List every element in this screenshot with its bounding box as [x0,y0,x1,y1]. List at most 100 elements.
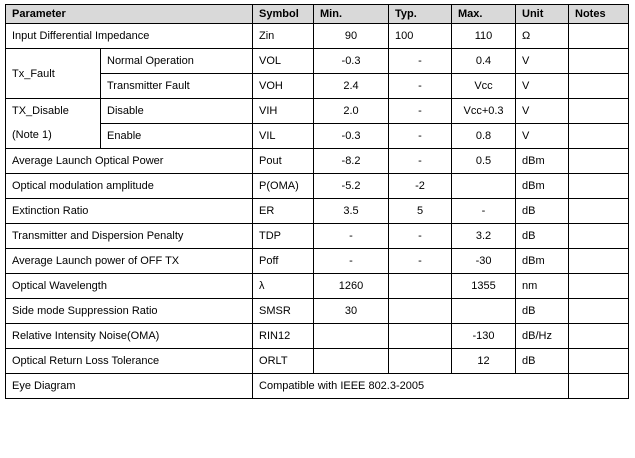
cell-min: 90 [313,23,390,49]
header-notes: Notes [568,4,630,24]
cell-unit: dB [515,223,570,249]
cell-notes [568,248,630,274]
cell-max: 3.2 [451,223,517,249]
cell-typ: -2 [388,173,453,199]
cell-max: 110 [451,23,517,49]
cell-unit: dB [515,348,570,374]
cell-symbol: ER [252,198,315,224]
cell-notes [568,323,630,349]
cell-notes [568,173,630,199]
cell-group-tx-disable: TX_Disable (Note 1) [5,98,101,149]
cell-unit: nm [515,273,570,299]
cell-typ [388,273,453,299]
cell-unit: V [515,73,570,99]
cell-symbol: Poff [252,248,315,274]
cell-notes [568,273,630,299]
table-row: Average Launch Optical Power Pout -8.2 -… [4,148,630,174]
cell-max [451,298,517,324]
cell-parameter: Extinction Ratio [4,198,254,224]
header-symbol: Symbol [252,4,315,24]
cell-typ: - [388,148,453,174]
cell-max: 12 [451,348,517,374]
cell-symbol: Zin [252,23,315,49]
cell-min: 2.4 [313,73,390,99]
table-row: Side mode Suppression Ratio SMSR 30 dB [4,298,630,324]
cell-unit: V [515,98,570,124]
cell-notes [568,373,630,399]
header-min: Min. [313,4,390,24]
cell-min: - [313,223,390,249]
header-parameter: Parameter [4,4,254,24]
cell-condition: Enable [99,123,254,149]
cell-notes [568,23,630,49]
cell-max: 0.5 [451,148,517,174]
cell-parameter: Average Launch Optical Power [4,148,254,174]
cell-unit: V [515,48,570,74]
cell-max: - [451,198,517,224]
cell-parameter: Optical Return Loss Tolerance [4,348,254,374]
cell-typ: - [388,98,453,124]
cell-max: -30 [451,248,517,274]
cell-min [313,348,390,374]
cell-notes [568,98,630,124]
table-row: Average Launch power of OFF TX Poff - - … [4,248,630,274]
cell-group-tx-fault: Tx_Fault [5,48,101,99]
cell-unit: dBm [515,148,570,174]
spec-table: Parameter Symbol Min. Typ. Max. Unit Not… [4,4,630,399]
cell-typ [388,348,453,374]
cell-condition: Normal Operation [99,48,254,74]
table-row: Optical modulation amplitude P(OMA) -5.2… [4,173,630,199]
header-max: Max. [451,4,517,24]
cell-parameter: Input Differential Impedance [4,23,254,49]
cell-min: -5.2 [313,173,390,199]
cell-typ: - [388,223,453,249]
cell-notes [568,348,630,374]
cell-typ: 5 [388,198,453,224]
cell-condition: Transmitter Fault [99,73,254,99]
cell-unit: dB [515,198,570,224]
cell-typ: - [388,123,453,149]
cell-min: -0.3 [313,48,390,74]
cell-min: 2.0 [313,98,390,124]
cell-symbol: P(OMA) [252,173,315,199]
cell-notes [568,48,630,74]
cell-symbol: VOL [252,48,315,74]
table-row: Tx_Fault Normal Operation VOL -0.3 - 0.4… [5,48,630,99]
cell-typ: - [388,73,453,99]
header-row: Parameter Symbol Min. Typ. Max. Unit Not… [4,4,630,24]
header-unit: Unit [515,4,570,24]
cell-symbol: VIL [252,123,315,149]
cell-symbol: λ [252,273,315,299]
cell-max: Vcc+0.3 [451,98,517,124]
cell-merged-value: Compatible with IEEE 802.3-2005 [252,373,570,399]
cell-min: -0.3 [313,123,390,149]
cell-parameter: Side mode Suppression Ratio [4,298,254,324]
cell-unit: dB/Hz [515,323,570,349]
cell-typ [388,298,453,324]
cell-notes [568,123,630,149]
header-typ: Typ. [388,4,453,24]
cell-max: 1355 [451,273,517,299]
cell-min: 30 [313,298,390,324]
table-row: Optical Return Loss Tolerance ORLT 12 dB [4,348,630,374]
cell-unit: dBm [515,248,570,274]
cell-parameter: Optical modulation amplitude [4,173,254,199]
cell-typ: - [388,248,453,274]
cell-typ: 100 [388,23,453,49]
cell-unit: V [515,123,570,149]
cell-unit: Ω [515,23,570,49]
table-row: Transmitter and Dispersion Penalty TDP -… [4,223,630,249]
cell-typ: - [388,48,453,74]
cell-symbol: VIH [252,98,315,124]
cell-min: 3.5 [313,198,390,224]
cell-max [451,173,517,199]
group-label-line1: TX_Disable [12,105,69,117]
cell-unit: dBm [515,173,570,199]
table-row: Transmitter Fault VOH 2.4 - Vcc V [6,73,630,99]
table-row: Relative Intensity Noise(OMA) RIN12 -130… [4,323,630,349]
cell-condition: Disable [99,98,254,124]
cell-min [313,323,390,349]
cell-symbol: TDP [252,223,315,249]
cell-parameter: Transmitter and Dispersion Penalty [4,223,254,249]
cell-min: 1260 [313,273,390,299]
